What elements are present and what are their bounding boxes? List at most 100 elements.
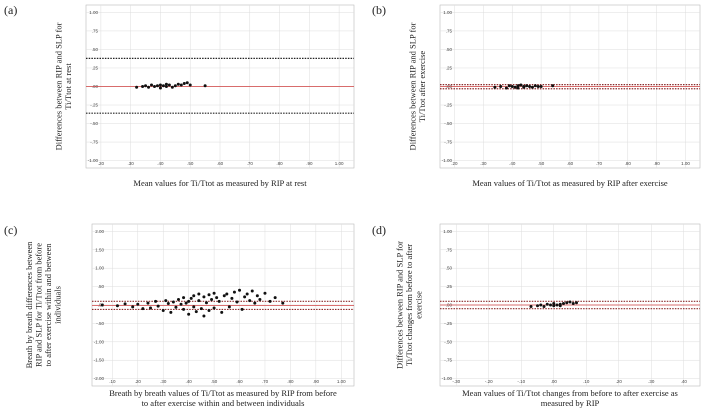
data-point (135, 85, 139, 89)
data-point (182, 82, 186, 86)
data-point (188, 83, 192, 87)
x-axis-label: Breath by breath values of Ti/Ttot as me… (109, 388, 337, 398)
x-tick-label: .00 (551, 379, 558, 384)
data-point (571, 302, 575, 306)
x-tick-label: .10 (583, 379, 590, 384)
y-tick-label: -.75 (444, 140, 452, 145)
data-point (164, 299, 168, 303)
y-tick-label: .50 (446, 47, 453, 52)
y-tick-label: -.25 (444, 321, 452, 326)
y-tick-label: -1.50 (94, 358, 105, 363)
y-tick-label: 1.00 (89, 10, 98, 15)
y-tick-label: .50 (92, 47, 99, 52)
panel-label: (c) (4, 223, 17, 237)
panel-label: (d) (372, 223, 386, 237)
y-tick-label: -2.00 (94, 376, 105, 381)
data-point (516, 86, 520, 90)
data-point (155, 84, 159, 88)
x-tick-label: .10 (109, 379, 116, 384)
y-tick-label: .75 (446, 247, 453, 252)
y-axis-label: Ti/Ttot changes from before to after (404, 244, 414, 366)
data-point (510, 85, 514, 88)
data-point (539, 303, 543, 307)
x-tick-label: .70 (596, 161, 603, 166)
data-point (217, 299, 221, 303)
x-tick-label: .50 (211, 379, 218, 384)
data-point (245, 292, 249, 296)
data-point (123, 302, 127, 306)
y-axis-label: RIP and SLP for Ti/Ttot from before (33, 243, 43, 367)
data-point (164, 82, 168, 86)
data-point (164, 85, 168, 88)
y-axis-label: exercise (414, 291, 424, 319)
y-axis-label: individuals (52, 286, 62, 324)
data-point (575, 301, 578, 305)
data-point (149, 306, 153, 310)
y-axis-label: Ti/Ttot after exercise (417, 51, 427, 123)
data-point (552, 302, 556, 306)
data-point (174, 305, 178, 309)
y-tick-label: 1.00 (95, 266, 104, 271)
y-tick-label: 2.00 (95, 229, 104, 234)
data-point (141, 85, 145, 88)
x-tick-label: .30 (128, 161, 135, 166)
data-point (225, 292, 229, 296)
data-point (197, 299, 201, 303)
x-axis-label: Mean values for Ti/Ttot as measured by R… (133, 178, 307, 188)
data-point (170, 85, 174, 89)
data-point (136, 302, 140, 306)
y-tick-label: .50 (98, 284, 105, 289)
x-axis-label: Mean values of Ti/Ttot as measured by RI… (472, 178, 668, 188)
y-tick-label: -.50 (444, 339, 452, 344)
y-tick-label: -1.00 (442, 158, 453, 163)
y-tick-label: .25 (92, 65, 99, 70)
data-point (215, 296, 219, 300)
x-tick-label: -.10 (517, 379, 525, 384)
y-tick-label: -.25 (444, 103, 452, 108)
data-point (258, 297, 262, 301)
data-point (536, 85, 540, 88)
data-point (243, 295, 247, 299)
data-point (192, 294, 196, 298)
data-point (100, 303, 104, 307)
data-point (565, 301, 569, 305)
x-tick-label: .50 (187, 161, 194, 166)
data-point (522, 85, 526, 89)
data-point (255, 294, 259, 298)
data-point (179, 83, 183, 87)
y-tick-label: -.75 (90, 140, 98, 145)
data-point (115, 304, 119, 308)
x-tick-label: 1.00 (337, 379, 346, 384)
x-tick-label: 1.00 (335, 161, 344, 166)
x-tick-label: .90 (654, 161, 661, 166)
y-tick-label: .25 (446, 284, 453, 289)
y-tick-label: 1.00 (443, 229, 452, 234)
data-point (166, 302, 170, 306)
data-point (499, 85, 503, 88)
data-point (542, 304, 546, 308)
data-point (156, 304, 160, 308)
data-point (530, 85, 534, 89)
data-point (173, 84, 177, 88)
data-point (230, 296, 234, 300)
x-tick-label: 1.00 (681, 161, 690, 166)
data-point (240, 307, 244, 311)
x-tick-label: .40 (186, 379, 193, 384)
x-tick-label: .40 (681, 379, 688, 384)
data-point (558, 304, 562, 308)
x-tick-label: .40 (509, 161, 516, 166)
y-tick-label: -1.00 (94, 339, 105, 344)
y-tick-label: -.50 (444, 121, 452, 126)
data-point (204, 301, 208, 305)
data-point (525, 84, 529, 88)
data-point (189, 296, 193, 300)
data-point (144, 84, 148, 88)
y-tick-label: -1.00 (442, 376, 453, 381)
data-point (212, 291, 216, 295)
data-point (161, 309, 165, 313)
data-point (194, 310, 198, 314)
data-point (147, 85, 151, 89)
data-point (235, 300, 239, 304)
data-point (187, 312, 191, 316)
data-point (202, 295, 206, 299)
